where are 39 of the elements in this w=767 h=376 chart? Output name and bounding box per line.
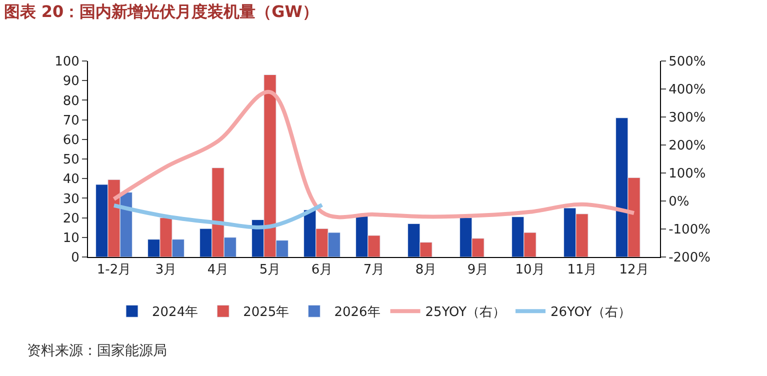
line-series xyxy=(112,90,636,220)
text: 资料来源：国家能源局 xyxy=(27,343,167,359)
x-tick-label: 11月 xyxy=(567,262,597,278)
chart-title: 图表 20：国内新增光伏月度装机量（GW） xyxy=(4,2,318,21)
y-tick-label: 0 xyxy=(71,250,80,266)
x-tick-label: 4月 xyxy=(207,262,229,278)
x-tick-label: 6月 xyxy=(311,262,333,278)
y-tick-label: 60 xyxy=(62,132,80,148)
y-tick-label: 50 xyxy=(62,152,80,168)
y2-tick-label: 500% xyxy=(668,54,706,70)
x-tick-label: 8月 xyxy=(415,262,437,278)
y-tick-label: 10 xyxy=(62,230,80,246)
y-tick-label: 30 xyxy=(62,192,80,207)
y2-tick-label: 100% xyxy=(668,166,706,182)
x-tick-label: 5月 xyxy=(259,262,281,278)
legend-label: 2026年 xyxy=(334,305,380,320)
y2-tick-label: -200% xyxy=(668,250,710,266)
y2-tick-label: 0% xyxy=(668,194,690,210)
x-tick-label: 12月 xyxy=(619,262,649,278)
y-tick-label: 40 xyxy=(62,172,80,188)
y2-tick-label: 300% xyxy=(668,110,706,126)
x-tick-label: 10月 xyxy=(515,262,545,278)
y2-tick-label: 400% xyxy=(668,82,706,98)
legend-label: 26YOY（右） xyxy=(550,305,631,320)
legend-label: 2025年 xyxy=(243,305,290,320)
x-tick-label: 1-2月 xyxy=(96,262,132,278)
y-tick-label: 80 xyxy=(62,94,80,109)
x-tick-label: 3月 xyxy=(155,262,177,278)
x-tick-label: 9月 xyxy=(467,262,489,278)
legend-label: 2024年 xyxy=(152,305,198,320)
y-tick-label: 100 xyxy=(54,54,80,70)
x-tick-label: 7月 xyxy=(363,262,385,278)
legend-label: 25YOY（右） xyxy=(425,305,506,320)
y-tick-label: 70 xyxy=(62,113,80,128)
y-tick-label: 20 xyxy=(62,211,80,226)
line-series xyxy=(112,202,324,230)
y-tick-label: 90 xyxy=(62,74,80,90)
y2-tick-label: 200% xyxy=(668,138,706,154)
y2-tick-label: -100% xyxy=(668,222,710,238)
